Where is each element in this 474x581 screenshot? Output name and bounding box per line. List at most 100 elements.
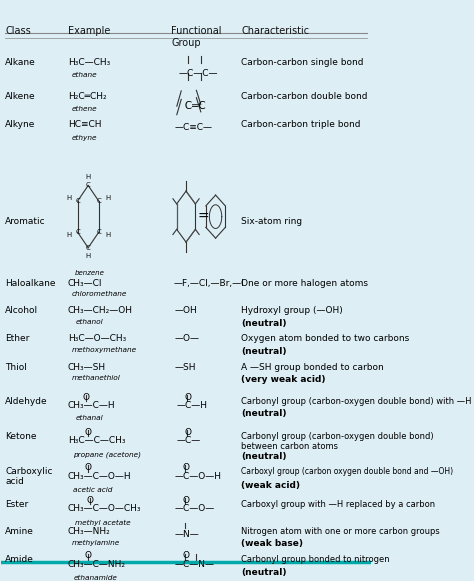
Text: ethanal: ethanal xyxy=(75,415,103,421)
Text: H: H xyxy=(85,174,91,180)
Text: Alkyne: Alkyne xyxy=(5,120,36,130)
Text: Characteristic: Characteristic xyxy=(241,26,310,36)
Text: Alkane: Alkane xyxy=(5,58,36,67)
Text: (very weak acid): (very weak acid) xyxy=(241,375,326,384)
Text: H₃C—O—CH₃: H₃C—O—CH₃ xyxy=(68,335,126,343)
Text: —C—N—: —C—N— xyxy=(175,560,215,569)
Text: CH₃—NH₂: CH₃—NH₂ xyxy=(68,527,110,536)
Text: =: = xyxy=(197,210,209,224)
Text: O: O xyxy=(84,551,91,560)
Text: Oxygen atom bonded to two carbons: Oxygen atom bonded to two carbons xyxy=(241,335,410,343)
Text: Ether: Ether xyxy=(5,335,29,343)
Text: ethyne: ethyne xyxy=(72,134,97,141)
Text: acetic acid: acetic acid xyxy=(73,487,113,493)
Text: —C—C—: —C—C— xyxy=(179,69,218,78)
Text: chloromethane: chloromethane xyxy=(72,292,127,297)
Text: Carbon-carbon double bond: Carbon-carbon double bond xyxy=(241,92,368,101)
Text: (weak base): (weak base) xyxy=(241,540,303,548)
Text: Alcohol: Alcohol xyxy=(5,306,38,315)
Text: Ester: Ester xyxy=(5,500,28,509)
Text: CH₃—C—O—CH₃: CH₃—C—O—CH₃ xyxy=(68,504,141,514)
Text: Carboxyl group with —H replaced by a carbon: Carboxyl group with —H replaced by a car… xyxy=(241,500,436,509)
Text: Alkene: Alkene xyxy=(5,92,36,101)
Text: methylamine: methylamine xyxy=(72,540,120,546)
Text: methoxymethane: methoxymethane xyxy=(72,347,137,353)
Text: —C—O—: —C—O— xyxy=(175,504,215,514)
Text: O: O xyxy=(86,496,93,505)
Text: Ketone: Ketone xyxy=(5,432,36,441)
Text: Carbonyl group bonded to nitrogen: Carbonyl group bonded to nitrogen xyxy=(241,555,390,564)
Text: —C—H: —C—H xyxy=(177,401,208,410)
Text: H₃C—CH₃: H₃C—CH₃ xyxy=(68,58,110,67)
Text: Carboxyl group (carbon oxygen double bond and —OH): Carboxyl group (carbon oxygen double bon… xyxy=(241,467,454,476)
Text: benzene: benzene xyxy=(75,270,105,277)
Text: (neutral): (neutral) xyxy=(241,409,287,418)
Text: O: O xyxy=(182,463,189,472)
Text: O: O xyxy=(84,428,91,437)
Text: between carbon atoms: between carbon atoms xyxy=(241,442,338,451)
Text: methanethiol: methanethiol xyxy=(72,375,120,381)
Text: —F,—Cl,—Br,—I: —F,—Cl,—Br,—I xyxy=(173,279,244,288)
Text: CH₃—SH: CH₃—SH xyxy=(68,363,106,372)
Text: —OH: —OH xyxy=(175,306,198,315)
Text: Aldehyde: Aldehyde xyxy=(5,397,48,406)
Text: H: H xyxy=(105,195,110,201)
Text: A —SH group bonded to carbon: A —SH group bonded to carbon xyxy=(241,363,384,372)
Text: methyl acetate: methyl acetate xyxy=(75,519,131,526)
Text: ethene: ethene xyxy=(72,106,97,112)
Text: O: O xyxy=(184,393,191,402)
Text: Carboxylic
acid: Carboxylic acid xyxy=(5,467,53,486)
Text: Carbon-carbon single bond: Carbon-carbon single bond xyxy=(241,58,364,67)
Text: O: O xyxy=(184,428,191,437)
Text: H₂C═CH₂: H₂C═CH₂ xyxy=(68,92,107,101)
Text: HC≡CH: HC≡CH xyxy=(68,120,101,130)
Text: propane (acetone): propane (acetone) xyxy=(73,451,141,458)
Text: (weak acid): (weak acid) xyxy=(241,481,301,490)
Text: (neutral): (neutral) xyxy=(241,452,287,461)
Text: C: C xyxy=(86,182,91,188)
Text: Amide: Amide xyxy=(5,555,34,564)
Text: (neutral): (neutral) xyxy=(241,318,287,328)
Text: Thiol: Thiol xyxy=(5,363,27,372)
Text: —C—O—H: —C—O—H xyxy=(175,472,222,480)
Text: C═C: C═C xyxy=(175,101,206,110)
Text: C: C xyxy=(75,229,80,235)
Text: O: O xyxy=(84,463,91,472)
Text: C: C xyxy=(96,198,101,204)
Text: ethanol: ethanol xyxy=(75,318,103,325)
Text: Carbonyl group (carbon-oxygen double bond): Carbonyl group (carbon-oxygen double bon… xyxy=(241,432,434,441)
Text: CH₃—C—NH₂: CH₃—C—NH₂ xyxy=(68,560,126,569)
Text: H: H xyxy=(105,232,110,238)
Text: —C—: —C— xyxy=(177,436,201,446)
Text: O: O xyxy=(182,551,189,560)
Text: O: O xyxy=(82,393,90,402)
Text: CH₃—C—O—H: CH₃—C—O—H xyxy=(68,472,131,480)
Text: —C≡C—: —C≡C— xyxy=(175,123,213,132)
Text: C: C xyxy=(75,198,80,204)
Text: CH₃—Cl: CH₃—Cl xyxy=(68,279,102,288)
Text: H: H xyxy=(66,195,71,201)
Text: (neutral): (neutral) xyxy=(241,568,287,577)
Text: Functional
Group: Functional Group xyxy=(171,26,222,48)
Text: ethanamide: ethanamide xyxy=(73,575,117,581)
Text: H: H xyxy=(85,253,91,259)
Text: C: C xyxy=(86,245,91,251)
Text: Nitrogen atom with one or more carbon groups: Nitrogen atom with one or more carbon gr… xyxy=(241,527,440,536)
Text: —N—: —N— xyxy=(175,530,200,539)
Text: Six-atom ring: Six-atom ring xyxy=(241,217,302,225)
Text: Aromatic: Aromatic xyxy=(5,217,46,225)
Text: ethane: ethane xyxy=(72,72,97,78)
Text: CH₃—CH₂—OH: CH₃—CH₂—OH xyxy=(68,306,133,315)
Text: Class: Class xyxy=(5,26,31,36)
Text: H₃C—C—CH₃: H₃C—C—CH₃ xyxy=(68,436,125,446)
Text: One or more halogen atoms: One or more halogen atoms xyxy=(241,279,368,288)
Text: H: H xyxy=(66,232,71,238)
Text: Hydroxyl group (—OH): Hydroxyl group (—OH) xyxy=(241,306,343,315)
Text: —SH: —SH xyxy=(175,363,196,372)
Text: Carbonyl group (carbon-oxygen double bond) with —H: Carbonyl group (carbon-oxygen double bon… xyxy=(241,397,472,406)
Text: Haloalkane: Haloalkane xyxy=(5,279,55,288)
Text: (neutral): (neutral) xyxy=(241,347,287,356)
Text: C: C xyxy=(96,229,101,235)
Text: —O—: —O— xyxy=(175,335,200,343)
Text: CH₃—C—H: CH₃—C—H xyxy=(68,401,116,410)
